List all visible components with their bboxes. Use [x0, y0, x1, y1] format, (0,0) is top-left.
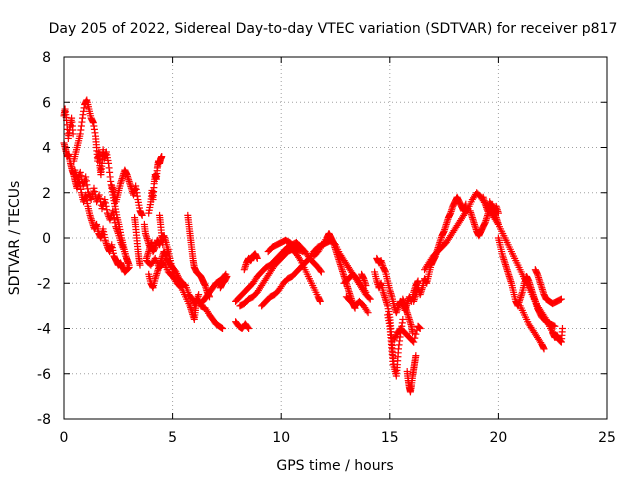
y-tick-label: -4: [37, 322, 51, 338]
y-tick-label: -6: [37, 367, 51, 383]
data-point: [137, 262, 144, 269]
y-tick-label: 4: [42, 141, 51, 157]
x-tick-label: 10: [272, 430, 290, 446]
x-axis-label: GPS time / hours: [276, 458, 393, 474]
x-tick-label: 0: [60, 430, 69, 446]
y-tick-label: 0: [42, 231, 51, 247]
x-tick-label: 25: [598, 430, 616, 446]
data-point: [559, 325, 566, 332]
x-tick-label: 15: [381, 430, 399, 446]
data-point: [70, 130, 77, 137]
y-tick-label: 6: [42, 95, 51, 111]
data-point: [399, 316, 406, 323]
y-tick-label: -8: [37, 412, 51, 428]
data-point: [103, 206, 110, 213]
data-point: [412, 352, 419, 359]
y-tick-label: -2: [37, 276, 51, 292]
chart-title: Day 205 of 2022, Sidereal Day-to-day VTE…: [49, 21, 618, 37]
x-tick-label: 20: [489, 430, 507, 446]
y-tick-label: 2: [42, 186, 51, 202]
x-tick-label: 5: [168, 430, 177, 446]
y-tick-label: 8: [42, 50, 51, 66]
data-layer: [61, 96, 566, 395]
y-axis-label: SDTVAR / TECUs: [7, 181, 23, 296]
sdtvar-chart: Day 205 of 2022, Sidereal Day-to-day VTE…: [0, 0, 640, 480]
